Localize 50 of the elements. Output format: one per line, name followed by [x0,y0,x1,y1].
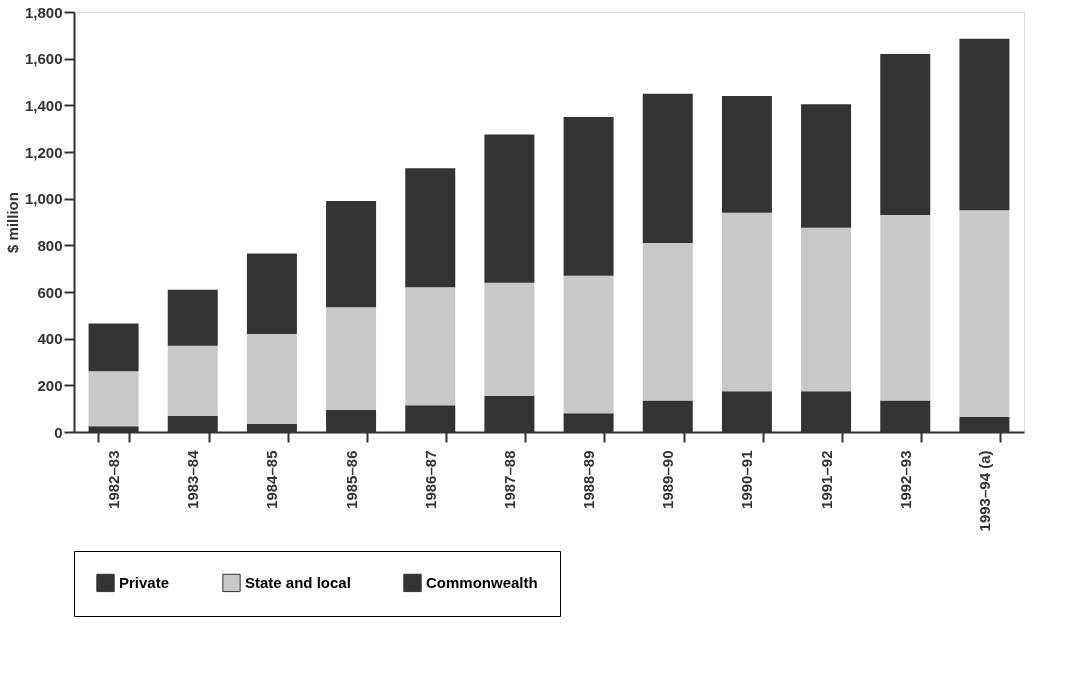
x-tick-label: 1992–93 [896,450,914,509]
x-tick-label: 1993–94 (a) [975,450,993,532]
y-tick-label: 1,800 [24,3,63,21]
x-tick-label: 1982–83 [105,450,123,509]
x-tick-label: 1984–85 [263,450,281,509]
x-tick-label: 1989–90 [659,450,677,509]
bar [326,201,377,308]
y-tick-label: 800 [37,236,63,254]
legend-label: State and local [245,573,351,591]
bar [246,253,297,334]
y-tick-label: 1,400 [24,96,63,114]
bar [246,334,297,424]
bar [88,371,139,427]
bar [801,227,852,392]
bar [721,96,772,213]
bar [880,54,931,215]
y-tick-label: 0 [54,423,63,441]
y-tick-label: 600 [37,283,63,301]
bar [642,93,693,243]
y-axis-title: $ million [3,192,21,253]
x-tick-label: 1987–88 [500,450,518,509]
bar [880,215,931,401]
bar [405,168,456,288]
bar [959,210,1010,417]
bar [484,282,535,396]
legend-label: Private [119,573,170,591]
y-tick-label: 400 [37,330,63,348]
bar [405,287,456,406]
bar [167,345,218,416]
bar [167,289,218,346]
bar [326,307,377,410]
y-tick-label: 1,200 [24,143,63,161]
x-tick-label: 1983–84 [184,449,202,509]
x-tick-label: 1991–92 [817,450,835,509]
bar [959,38,1010,211]
y-tick-label: 200 [37,376,63,394]
legend-label: Commonwealth [426,573,538,591]
bar [88,323,139,372]
y-tick-label: 1,000 [24,190,63,208]
bar [721,212,772,392]
y-tick-label: 1,600 [24,50,63,68]
bar [642,243,693,401]
bar [563,275,614,414]
x-tick-label: 1986–87 [421,450,439,509]
bar [801,104,852,228]
x-tick-label: 1985–86 [342,450,360,509]
bar [563,117,614,276]
x-tick-label: 1990–91 [738,450,756,509]
x-tick-label: 1988–89 [580,450,598,509]
bar [484,134,535,283]
